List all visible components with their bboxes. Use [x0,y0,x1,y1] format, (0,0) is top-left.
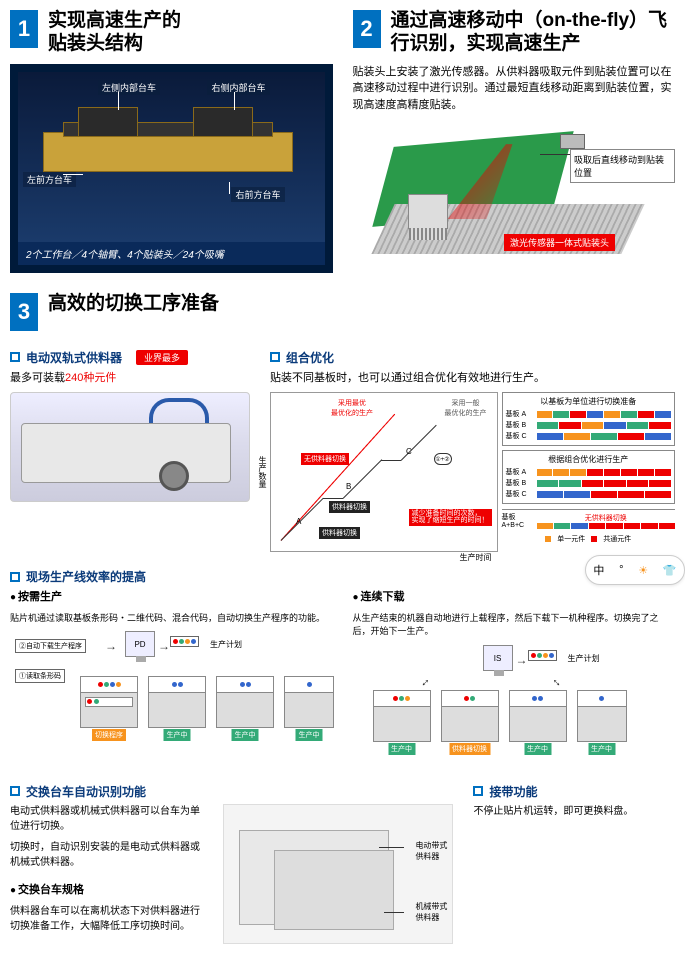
row-feeder-combo: 电动双轨式供料器 业界最多 最多可装载240种元件 组合优化 贴装不同基板时，也… [10,339,675,553]
cart-block: 交换台车自动识别功能 电动式供料器或机械式供料器可以台车为单位进行切换。 切换时… [10,773,453,944]
combo-desc: 贴装不同基板时，也可以通过组合优化有效地进行生产。 [270,370,675,387]
tape-header: 接带功能 [489,783,537,800]
section-3-header: 3 高效的切换工序准备 [10,293,675,331]
machine-image: 左侧内部台车 右侧内部台车 左前方台车 右前方台车 2个工作台／4个轴臂、4个贴… [10,64,333,273]
ondemand-block: 按需生产 贴片机通过读取基板条形码・二维代码、混合代码，自动切换生产程序的功能。… [10,589,333,755]
lbl-right-inner: 右侧内部台车 [207,80,269,95]
section-2-header: 2 通过高速移动中（on-the-fly）飞行识别，实现高速生产 [353,10,676,56]
download-title: 连续下载 [353,589,676,606]
download-block: 连续下载 从生产结束的机器自动地进行上载程序，然后下载下一机种程序。切换完了之后… [353,589,676,755]
cart-spec-header: 交换台车规格 [10,882,203,899]
feeder-badge: 业界最多 [136,350,188,365]
top-row: 1 实现高速生产的 贴装头结构 左侧内部台车 右侧内部台车 左前方台车 右前方台… [10,10,675,293]
lbl-elec-feeder: 电动带式 供料器 [415,840,447,862]
section-1-header: 1 实现高速生产的 贴装头结构 [10,10,333,56]
title-2: 通过高速移动中（on-the-fly）飞行识别，实现高速生产 [391,10,676,56]
badge-3: 3 [10,293,38,331]
lang-label[interactable]: 中 [593,562,604,578]
cart-spec-desc: 供料器台车可以在离机状态下对供料器进行切换准备工作，大幅降低工序切换时间。 [10,904,203,934]
combo-header: 组合优化 [286,349,334,366]
ondemand-desc: 贴片机通过读取基板条形码・二维代码、混合代码，自动切换生产程序的功能。 [10,612,333,626]
feeder-line: 最多可装载240种元件 [10,370,250,387]
download-desc: 从生产结束的机器自动地进行上载程序，然后下载下一机种程序。切换完了之后，开始下一… [353,612,676,639]
lbl-left-inner: 左侧内部台车 [98,80,160,95]
feeder-block: 电动双轨式供料器 业界最多 最多可装载240种元件 [10,339,250,553]
ondemand-title: 按需生产 [10,589,333,606]
board-panel: 以基板为单位进行切换准备 基板 A 基板 B 基板 C 根据组合优化进行生产 基… [502,392,675,552]
cart-tape-row: 交换台车自动识别功能 电动式供料器或机械式供料器可以台车为单位进行切换。 切换时… [10,773,675,944]
lbl-mech-feeder: 机械带式 供料器 [415,901,447,923]
sun-icon: ☀ [638,564,648,577]
combo-charts: 生产数量 生产时间 A B C 采用最优 最优化的生产 采用一般 最优化的生产 … [270,392,675,552]
cart-desc2: 切换时，自动识别安装的是电动式供料器或机械式供料器。 [10,840,203,870]
shirt-icon: 👕 [663,564,677,577]
float-widget[interactable]: 中 ° ☀ 👕 [585,555,685,585]
feeder-header: 电动双轨式供料器 [26,349,122,366]
fly-callout: 吸取后直线移动到贴装位置 [570,149,675,183]
desc-2: 贴装头上安装了激光传感器。从供料器吸取元件到贴装位置可以在高速移动过程中进行识别… [353,64,676,114]
title-1: 实现高速生产的 贴装头结构 [48,10,181,56]
lbl-right-front: 右前方台车 [231,187,284,202]
badge-1: 1 [10,10,38,48]
line-chart: 生产数量 生产时间 A B C 采用最优 最优化的生产 采用一般 最优化的生产 … [270,392,498,552]
sq-icon [10,352,20,362]
title-3: 高效的切换工序准备 [48,293,219,316]
combo-block: 组合优化 贴装不同基板时，也可以通过组合优化有效地进行生产。 生产数量 生产时间… [270,339,675,553]
efficiency-row: 按需生产 贴片机通过读取基板条形码・二维代码、混合代码，自动切换生产程序的功能。… [10,589,675,755]
efficiency-header: 现场生产线效率的提高 [26,568,146,585]
fly-diagram: 吸取后直线移动到贴装位置 激光传感器一体式贴装头 [353,119,676,259]
tape-desc: 不停止贴片机运转，即可更换料盘。 [473,804,675,819]
badge-2: 2 [353,10,381,48]
section-3: 3 高效的切换工序准备 电动双轨式供料器 业界最多 最多可装载240种元件 [10,293,675,944]
laser-label: 激光传感器一体式贴装头 [504,234,615,251]
section-2: 2 通过高速移动中（on-the-fly）飞行识别，实现高速生产 贴装头上安装了… [353,10,676,273]
sq-icon [270,352,280,362]
download-diagram: IS 生产计划 → ↕ ↕ 生产中 供料器切换 生产中 [353,645,676,755]
caption-1: 2个工作台／4个轴臂、4个贴装头／24个吸嘴 [18,242,325,265]
sq-icon [10,786,20,796]
deg-label: ° [619,564,623,576]
ondemand-diagram: PD 生产计划 ②自动下载生产程序 ①读取条形码 → → → 切换程序 生产中 [10,631,333,741]
section-1: 1 实现高速生产的 贴装头结构 左侧内部台车 右侧内部台车 左前方台车 右前方台… [10,10,333,273]
cart-desc1: 电动式供料器或机械式供料器可以台车为单位进行切换。 [10,804,203,834]
sq-icon [10,572,20,582]
tape-block: 接带功能 不停止贴片机运转，即可更换料盘。 [473,773,675,944]
sq-icon [473,786,483,796]
feeder-image [10,392,250,502]
equipment-image: 电动带式 供料器 机械带式 供料器 [223,804,453,944]
cart-header: 交换台车自动识别功能 [26,783,146,800]
